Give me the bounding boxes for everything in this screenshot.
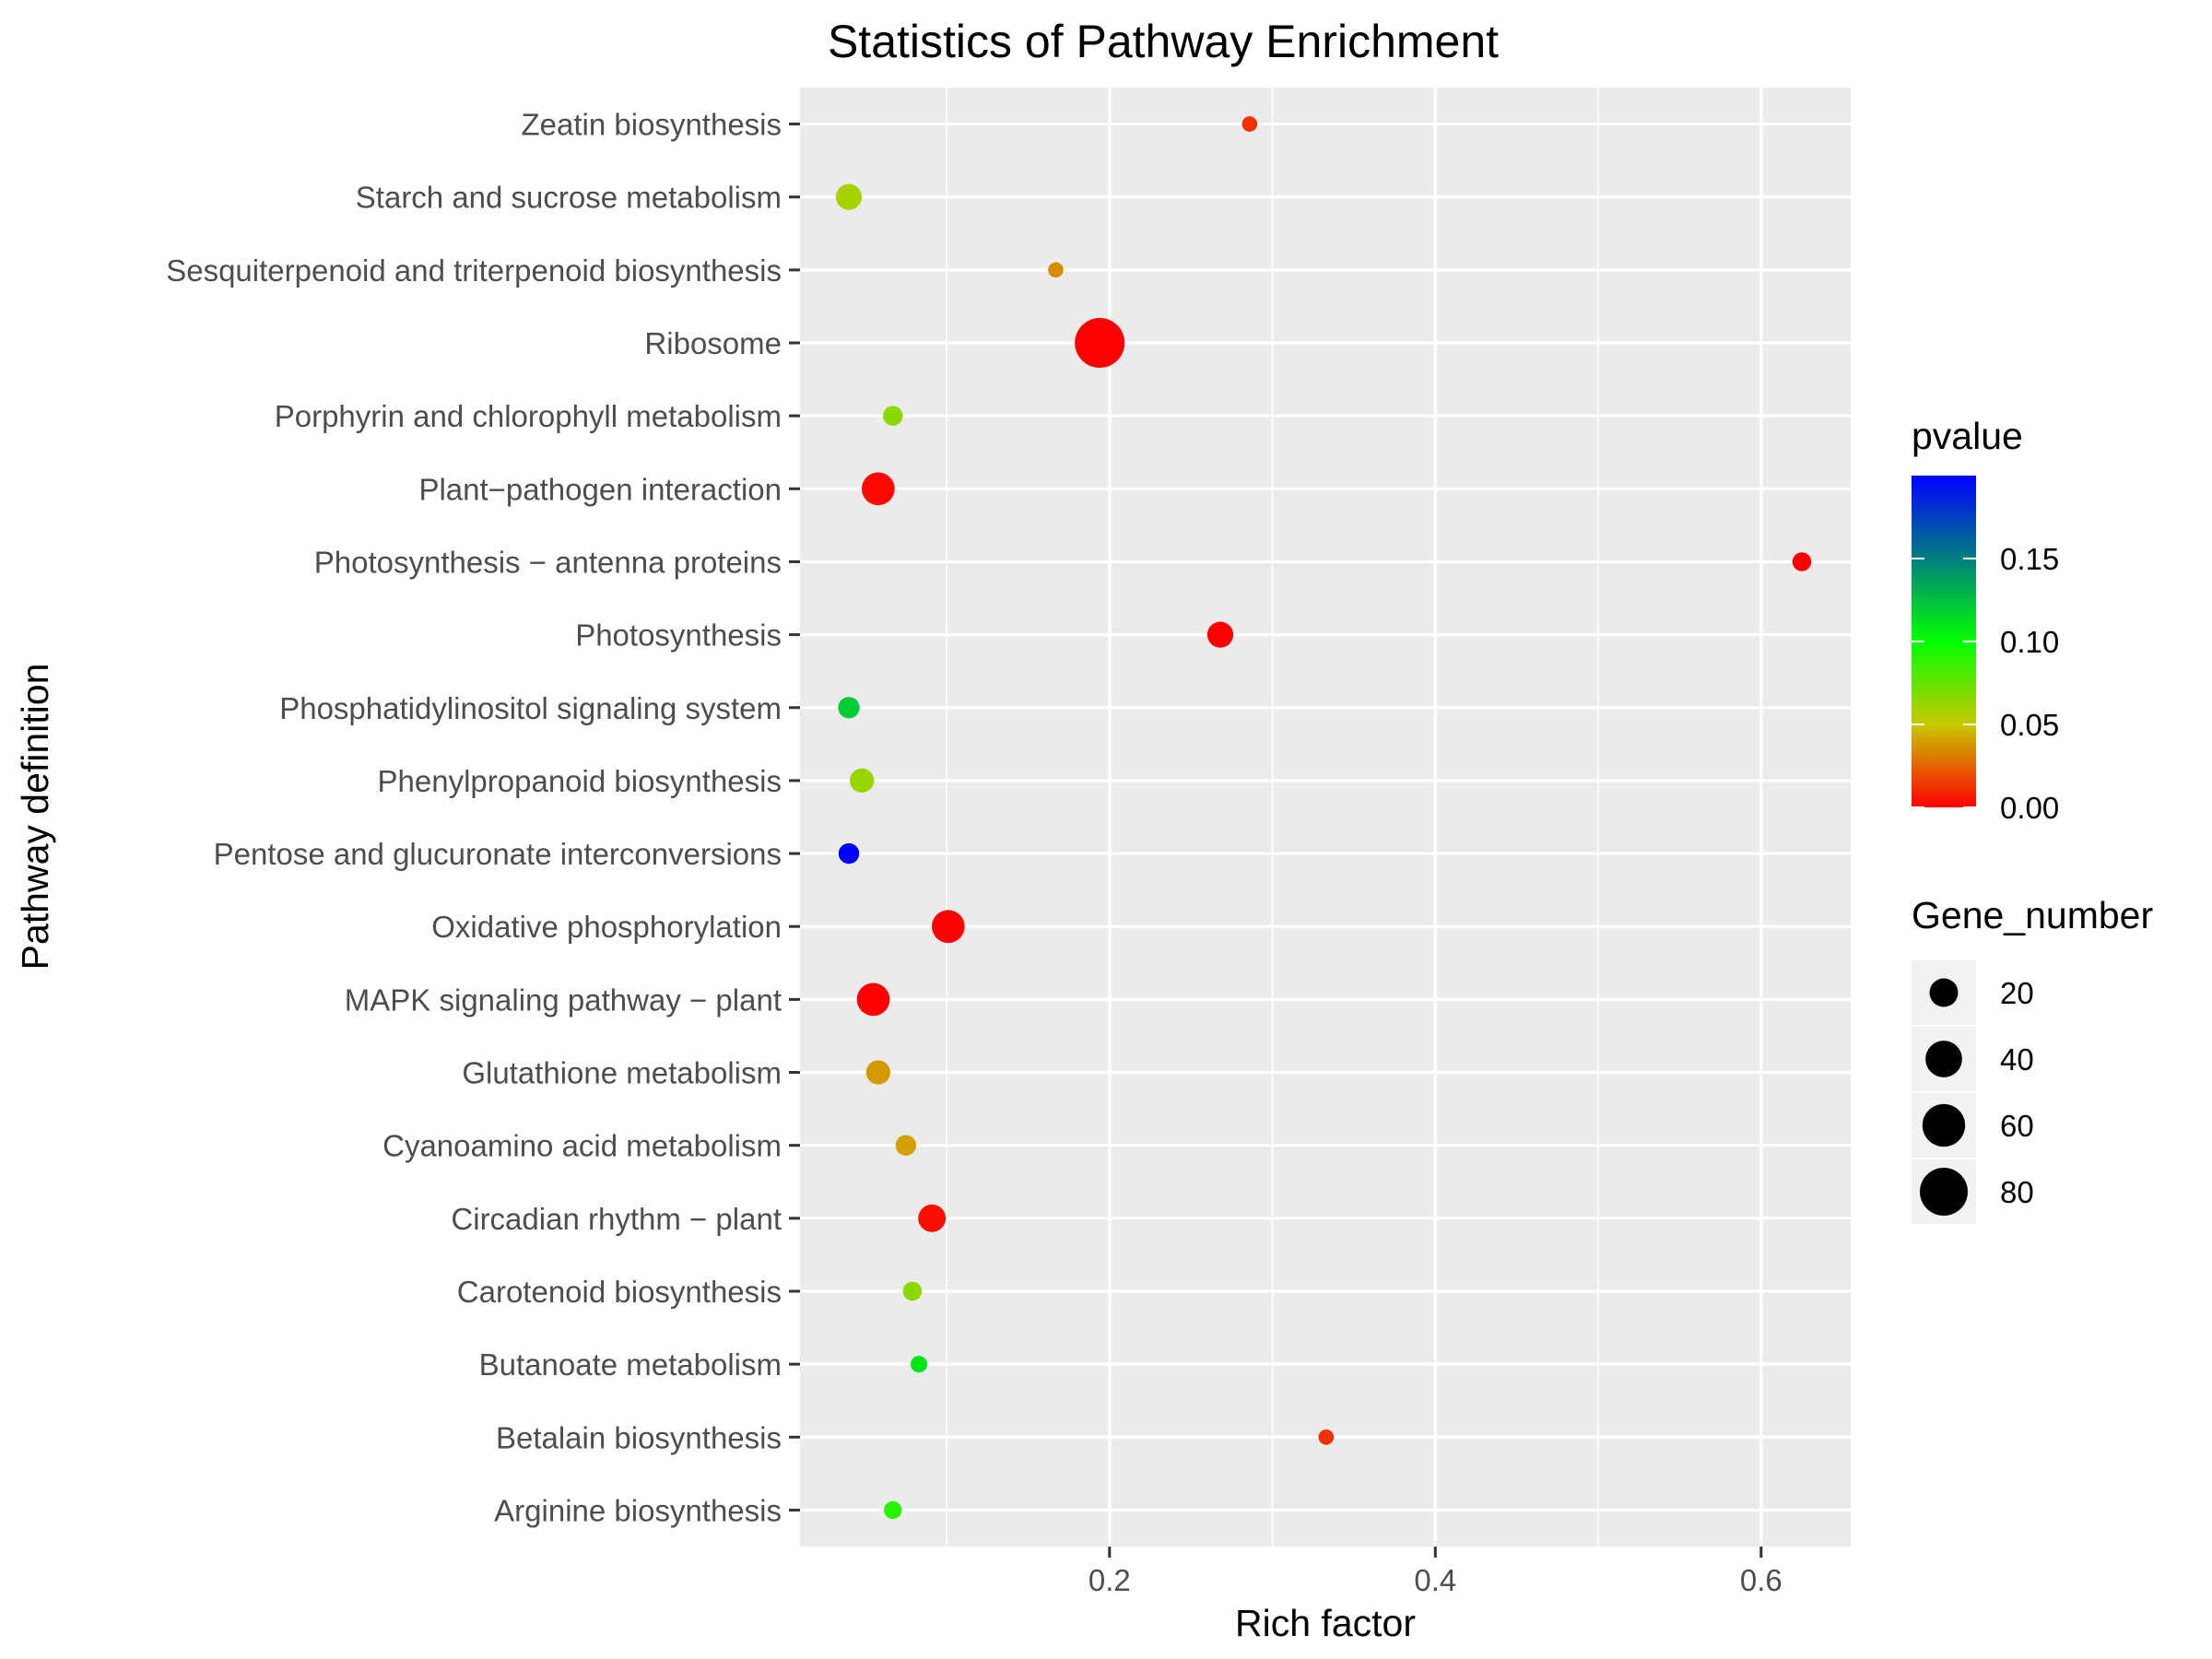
size-key-label: 20 — [2000, 976, 2034, 1010]
x-tick-label: 0.2 — [1088, 1563, 1131, 1597]
data-point — [1048, 262, 1064, 278]
data-point — [1241, 116, 1258, 132]
chart-title: Statistics of Pathway Enrichment — [828, 16, 1499, 67]
y-tick-label: MAPK signaling pathway − plant — [345, 982, 782, 1017]
data-point — [895, 1135, 917, 1156]
pvalue-legend: pvalue 0.00 0.05 0.10 0.15 — [1912, 415, 2059, 825]
y-tick-label: Betalain biosynthesis — [496, 1420, 782, 1454]
size-key-label: 80 — [2000, 1175, 2034, 1209]
y-tick-label: Porphyrin and chlorophyll metabolism — [275, 399, 782, 433]
colorbar-tick-label: 0.15 — [2000, 542, 2059, 576]
colorbar-tick-label: 0.00 — [2000, 791, 2059, 825]
y-tick-label: Photosynthesis — [575, 618, 782, 653]
data-point — [931, 910, 965, 944]
data-point — [918, 1204, 947, 1232]
y-tick-label: Arginine biosynthesis — [494, 1493, 782, 1527]
y-tick-label: Phosphatidylinositol signaling system — [279, 691, 782, 725]
y-axis-label: Pathway definition — [14, 664, 56, 971]
x-axis: 0.2 0.4 0.6 — [1088, 1547, 1783, 1597]
gene-number-legend-title: Gene_number — [1912, 894, 2153, 936]
y-tick-label: Phenylpropanoid biosynthesis — [378, 764, 782, 798]
size-key-dot — [1925, 1041, 1962, 1077]
gene-number-legend-keys: 20 40 60 80 — [1912, 960, 2034, 1224]
data-point — [1318, 1429, 1335, 1445]
colorbar-tick-label: 0.05 — [2000, 708, 2059, 742]
data-point — [882, 406, 903, 426]
y-tick-label: Cyanoamino acid metabolism — [382, 1129, 782, 1163]
y-tick-label: Pentose and glucuronate interconversions — [214, 837, 782, 871]
x-axis-label: Rich factor — [1235, 1602, 1416, 1644]
y-tick-label: Glutathione metabolism — [462, 1056, 782, 1090]
x-tick-label: 0.6 — [1740, 1563, 1783, 1597]
x-tick-label: 0.4 — [1414, 1563, 1456, 1597]
data-point — [856, 982, 890, 1017]
y-tick-label: Carotenoid biosynthesis — [457, 1275, 782, 1309]
y-tick-label: Butanoate metabolism — [479, 1347, 782, 1382]
size-key-label: 40 — [2000, 1042, 2034, 1077]
data-point — [902, 1281, 923, 1301]
pvalue-colorbar-ticks: 0.00 0.05 0.10 0.15 — [1912, 542, 2059, 825]
y-tick-label: Starch and sucrose metabolism — [356, 181, 782, 215]
data-point — [1075, 318, 1125, 369]
size-key-dot — [1929, 978, 1959, 1007]
y-tick-label: Circadian rhythm − plant — [451, 1202, 782, 1236]
plot-panel — [800, 88, 1851, 1547]
y-axis: Zeatin biosynthesis Starch and sucrose me… — [166, 108, 800, 1527]
y-tick-label: Sesquiterpenoid and triterpenoid biosynt… — [166, 253, 782, 288]
y-tick-label: Ribosome — [644, 326, 782, 360]
y-tick-label: Photosynthesis − antenna proteins — [314, 545, 782, 579]
data-point — [1206, 621, 1234, 648]
data-point — [865, 1060, 890, 1085]
data-point — [1792, 552, 1812, 571]
size-key-label: 60 — [2000, 1109, 2034, 1143]
y-tick-label: Zeatin biosynthesis — [522, 108, 782, 142]
size-key-dot — [1920, 1168, 1968, 1216]
colorbar-tick-label: 0.10 — [2000, 625, 2059, 659]
data-point — [838, 842, 860, 865]
data-points — [835, 116, 1812, 1520]
data-point — [838, 697, 860, 719]
size-key-dot — [1922, 1103, 1966, 1147]
y-tick-label: Oxidative phosphorylation — [431, 910, 782, 944]
gene-number-legend: Gene_number 20 40 60 80 — [1912, 894, 2153, 1224]
data-point — [861, 472, 895, 506]
data-point — [884, 1500, 902, 1520]
pvalue-legend-title: pvalue — [1912, 415, 2023, 457]
data-point — [910, 1356, 928, 1373]
data-point — [835, 183, 863, 210]
data-point — [850, 768, 875, 794]
y-tick-label: Plant−pathogen interaction — [418, 472, 782, 506]
